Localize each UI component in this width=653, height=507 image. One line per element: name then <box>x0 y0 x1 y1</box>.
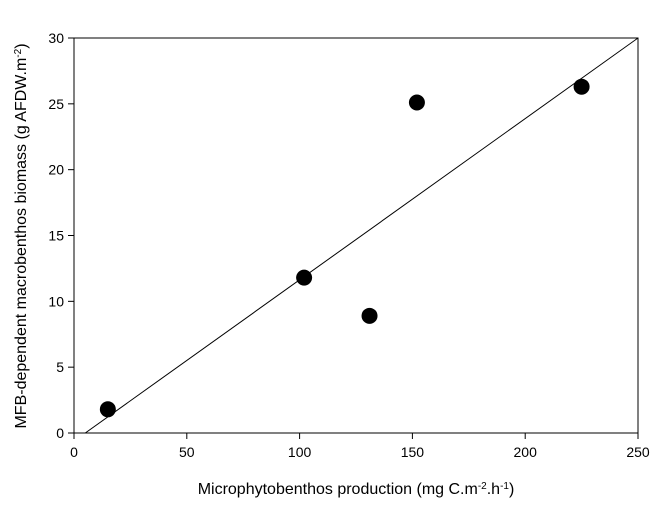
data-point <box>573 78 590 95</box>
data-point <box>361 307 378 324</box>
y-tick-label: 25 <box>48 96 64 112</box>
x-tick-label: 150 <box>401 444 425 460</box>
x-tick-label: 50 <box>179 444 195 460</box>
x-tick-label: 0 <box>70 444 78 460</box>
data-points <box>99 78 590 418</box>
data-point <box>296 269 313 286</box>
y-tick-label: 0 <box>56 425 64 441</box>
data-point <box>99 401 116 418</box>
y-tick-label: 5 <box>56 359 64 375</box>
y-axis-title: MFB-dependent macrobenthos biomass (g AF… <box>13 43 31 428</box>
regression-line <box>84 37 639 434</box>
x-tick-label: 250 <box>626 444 650 460</box>
y-tick-label: 10 <box>48 293 64 309</box>
plot-frame <box>73 37 639 434</box>
x-tick-label: 100 <box>288 444 312 460</box>
x-tick-label: 200 <box>514 444 538 460</box>
data-point <box>408 94 425 111</box>
x-axis-title: Microphytobenthos production (mg C.m-2.h… <box>198 481 515 499</box>
axis-ticks: 0 50 100 150 200 250 0 5 10 15 20 25 30 <box>48 30 649 460</box>
y-tick-label: 15 <box>48 228 64 244</box>
y-tick-label: 20 <box>48 162 64 178</box>
y-tick-label: 30 <box>48 30 64 46</box>
